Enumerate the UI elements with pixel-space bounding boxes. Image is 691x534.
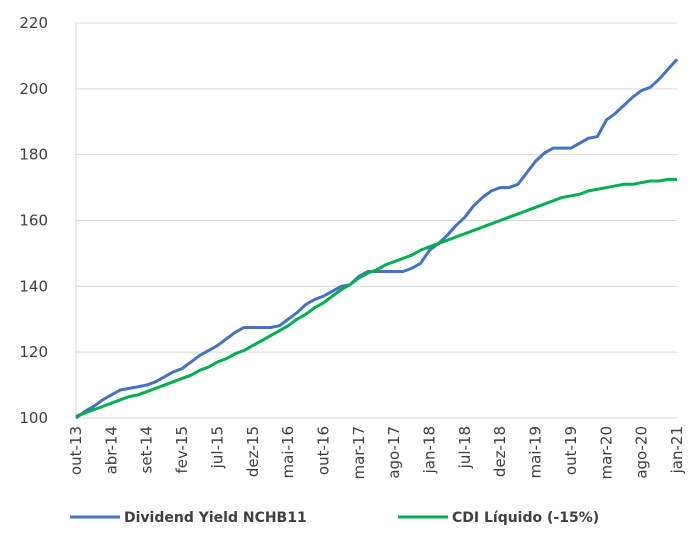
x-tick-label: out-13	[67, 426, 85, 475]
x-tick-label: abr-14	[102, 426, 120, 474]
legend-label: Dividend Yield NCHB11	[124, 510, 307, 526]
x-tick-label: mar-20	[597, 426, 615, 480]
y-tick-label: 100	[19, 409, 48, 427]
y-tick-label: 140	[19, 277, 48, 295]
x-tick-label: mar-17	[350, 426, 368, 480]
x-tick-label: ago-17	[385, 426, 403, 479]
y-tick-label: 200	[19, 80, 48, 98]
line	[75, 177, 677, 418]
x-tick-label: jul-18	[456, 426, 474, 469]
x-tick-label: mai-16	[279, 426, 297, 478]
x-tick-label: jul-15	[208, 426, 226, 469]
x-tick-label: out-19	[562, 426, 580, 475]
y-tick-label: 220	[19, 14, 48, 32]
x-tick-label: ago-20	[633, 426, 651, 479]
x-tick-label: jan-18	[421, 426, 439, 474]
x-tick-label: jan-21	[668, 426, 686, 474]
x-tick-label: dez-15	[244, 426, 262, 477]
line	[75, 58, 679, 420]
x-tick-label: out-16	[314, 426, 332, 475]
y-tick-label: 120	[19, 343, 48, 361]
x-tick-label: fev-15	[173, 426, 191, 473]
y-tick-label: 160	[19, 212, 48, 230]
x-tick-label: set-14	[138, 426, 156, 473]
y-tick-label: 180	[19, 146, 48, 164]
x-tick-label: mai-19	[527, 426, 545, 478]
x-tick-label: dez-18	[491, 426, 509, 477]
legend-label: CDI Líquido (-15%)	[452, 510, 599, 526]
